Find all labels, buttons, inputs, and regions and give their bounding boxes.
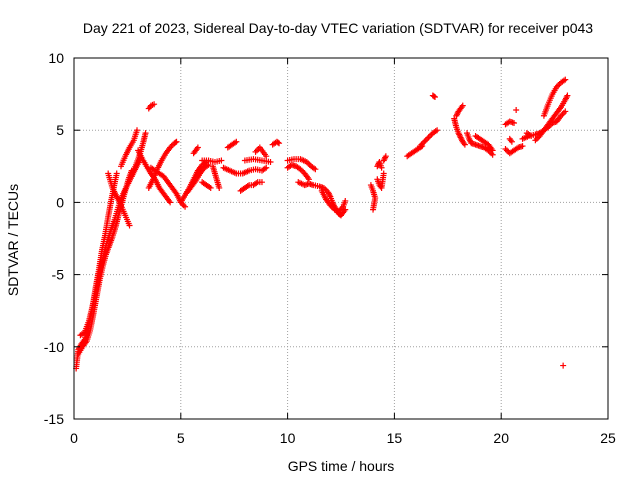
- data-point: [312, 166, 319, 173]
- data-point: [274, 139, 281, 146]
- y-tick-label: 5: [56, 122, 64, 138]
- data-point: [258, 179, 265, 186]
- data-point: [513, 106, 520, 113]
- data-point: [508, 138, 515, 145]
- data-point: [378, 164, 385, 171]
- x-tick-label: 15: [387, 430, 403, 446]
- data-point: [533, 135, 540, 142]
- data-point: [216, 184, 223, 191]
- y-tick-label: 0: [56, 194, 64, 210]
- data-point: [194, 144, 201, 151]
- data-point: [252, 148, 259, 155]
- data-point: [207, 184, 214, 191]
- x-tick-label: 20: [493, 430, 509, 446]
- data-point: [151, 101, 158, 108]
- data-point: [253, 147, 260, 154]
- data-point: [489, 147, 496, 154]
- data-point: [263, 164, 270, 171]
- data-point: [381, 156, 388, 163]
- data-point: [502, 145, 509, 152]
- data-point: [422, 137, 429, 144]
- data-point: [519, 143, 526, 150]
- data-point: [382, 153, 389, 160]
- y-tick-label: -5: [52, 267, 65, 283]
- y-tick-label: -15: [44, 411, 64, 427]
- data-point: [507, 137, 514, 144]
- data-point: [263, 153, 270, 160]
- data-points: [73, 76, 571, 372]
- data-point: [172, 139, 179, 146]
- data-point: [380, 170, 387, 177]
- data-point: [342, 197, 349, 204]
- data-point: [134, 127, 141, 134]
- data-point: [562, 76, 569, 83]
- x-axis-label: GPS time / hours: [288, 458, 395, 474]
- data-point: [173, 138, 180, 145]
- data-point: [431, 93, 438, 100]
- data-point: [459, 102, 466, 109]
- data-point: [560, 109, 567, 116]
- data-point: [167, 199, 174, 206]
- data-point: [528, 132, 535, 139]
- x-tick-label: 25: [600, 430, 616, 446]
- y-axis-label: SDTVAR / TECUs: [5, 184, 21, 296]
- grid-lines: [74, 58, 608, 419]
- data-point: [233, 138, 240, 145]
- data-point: [126, 222, 133, 229]
- data-point: [564, 92, 571, 99]
- x-tick-label: 10: [280, 430, 296, 446]
- data-point: [382, 154, 389, 161]
- data-point: [434, 127, 441, 134]
- axis-ticks: 0 5 10 15 20 25 -15 -10 -5 0 5 10: [44, 50, 616, 446]
- data-point: [276, 140, 283, 147]
- data-point: [182, 203, 189, 210]
- data-point: [466, 137, 473, 144]
- data-point: [424, 135, 431, 142]
- data-point: [511, 119, 518, 126]
- plot-frame: [73, 57, 609, 420]
- x-tick-label: 0: [70, 430, 78, 446]
- data-point: [430, 93, 437, 100]
- data-point: [461, 141, 468, 148]
- data-point: [218, 157, 225, 164]
- x-tick-label: 5: [177, 430, 185, 446]
- data-point: [113, 170, 120, 177]
- data-point: [425, 134, 432, 141]
- data-point: [267, 158, 274, 165]
- data-point: [370, 206, 377, 213]
- y-tick-label: -10: [44, 339, 64, 355]
- y-tick-label: 10: [48, 50, 64, 66]
- data-point: [427, 132, 433, 139]
- data-point: [532, 137, 539, 144]
- data-point: [142, 130, 149, 137]
- data-point: [560, 362, 567, 369]
- data-point: [562, 108, 569, 115]
- chart-title: Day 221 of 2023, Sidereal Day-to-day VTE…: [83, 20, 593, 36]
